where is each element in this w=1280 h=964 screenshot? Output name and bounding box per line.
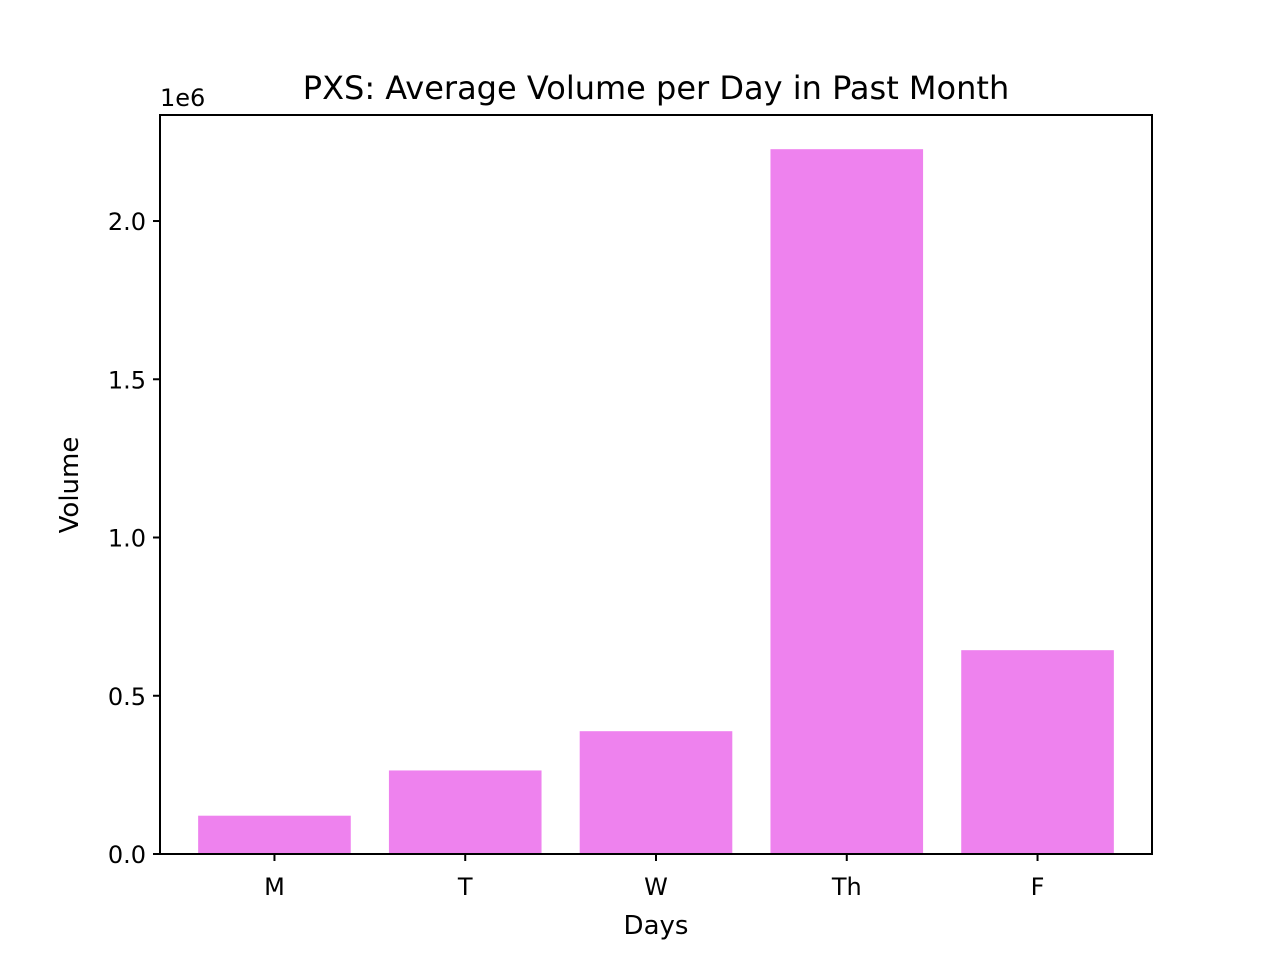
y-tick-label: 2.0 xyxy=(108,208,146,236)
y-ticks-group: 0.0 0.5 1.0 1.5 2.0 xyxy=(108,208,160,869)
bar-t xyxy=(388,770,542,854)
x-ticks-group: M T W Th F xyxy=(264,854,1044,901)
y-tick-label: 1.0 xyxy=(108,525,146,553)
bar-w xyxy=(579,731,733,854)
x-tick-label-th: Th xyxy=(831,873,862,901)
y-tick-label: 1.5 xyxy=(108,366,146,394)
bar-th xyxy=(770,149,924,854)
x-tick-label-t: T xyxy=(457,873,473,901)
x-axis-label: Days xyxy=(624,911,689,941)
y-axis-label: Volume xyxy=(55,437,85,534)
x-tick-label-w: W xyxy=(644,873,668,901)
y-tick-label: 0.5 xyxy=(108,683,146,711)
chart-title: PXS: Average Volume per Day in Past Mont… xyxy=(303,69,1009,107)
x-tick-label-m: M xyxy=(264,873,285,901)
bar-m xyxy=(198,815,351,854)
y-tick-label: 0.0 xyxy=(108,841,146,869)
bar-f xyxy=(961,650,1114,854)
plot-frame xyxy=(159,114,1153,855)
y-axis-offset-label: 1e6 xyxy=(160,84,205,112)
bars-group xyxy=(198,149,1114,854)
x-tick-label-f: F xyxy=(1031,873,1045,901)
